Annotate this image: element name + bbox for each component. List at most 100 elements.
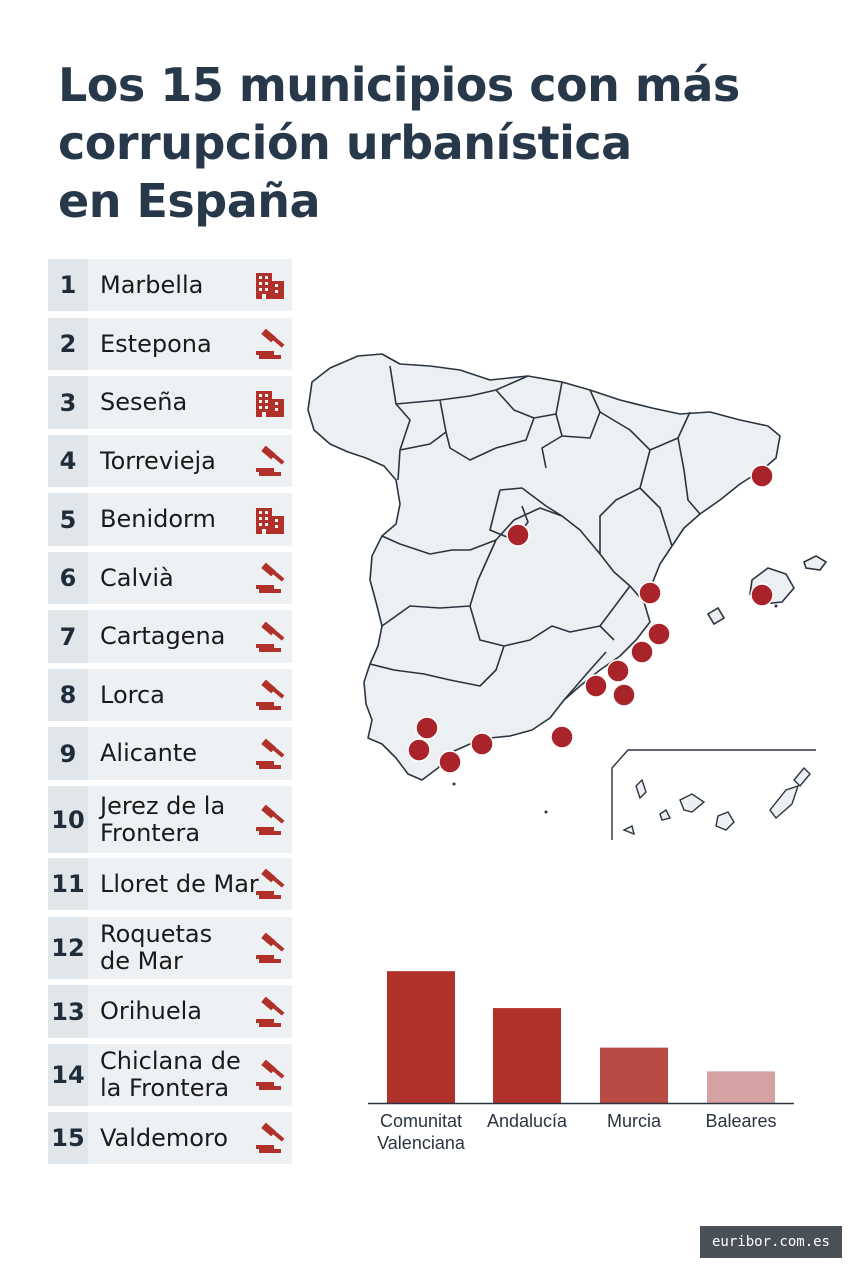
mainland-outline — [307, 353, 781, 781]
chart-canvas: Comunitat Valenciana Andalucía Murcia Balear… — [368, 971, 794, 1153]
ranking-row: 4 Torrevieja — [48, 435, 292, 487]
marker-jerez — [415, 716, 439, 740]
municipality-name: Benidorm — [100, 493, 262, 546]
ranking-row: 11 Lloret de Mar — [48, 858, 292, 910]
gavel-icon — [252, 994, 288, 1030]
gavel-icon — [252, 560, 288, 596]
gavel-icon — [252, 1057, 288, 1093]
canary-island-7 — [622, 824, 636, 836]
building-icon — [252, 385, 288, 421]
gavel-icon — [252, 619, 288, 655]
gavel-icon — [252, 930, 288, 966]
building-icon — [252, 267, 288, 303]
rank-number: 11 — [48, 858, 88, 910]
category-label: Comunitat Valenciana — [377, 1111, 466, 1153]
rank-number: 10 — [48, 786, 88, 853]
marker-calvia — [750, 583, 774, 607]
municipality-name-text: Lorca — [100, 680, 165, 709]
ranking-row: 14 Chiclana de la Frontera — [48, 1044, 292, 1106]
ranking-row: 1 Marbella — [48, 259, 292, 311]
title-line-1: Los 15 municipios con más — [58, 58, 740, 112]
municipality-name: Valdemoro — [100, 1112, 262, 1164]
marker-roquetas — [550, 725, 574, 749]
gavel-icon — [252, 736, 288, 772]
ranking-row: 15 Valdemoro — [48, 1112, 292, 1164]
gavel-icon — [252, 866, 288, 902]
rank-number: 5 — [48, 493, 88, 546]
canary-island-1 — [635, 778, 647, 800]
municipality-name: Seseña — [100, 376, 262, 429]
rank-number: 9 — [48, 727, 88, 780]
rank-number: 1 — [48, 259, 88, 311]
canary-island-6 — [793, 766, 811, 788]
ranking-row: 7 Cartagena — [48, 610, 292, 663]
rank-number: 15 — [48, 1112, 88, 1164]
municipality-name: Jerez de la Frontera — [100, 786, 262, 853]
region-borders — [369, 365, 701, 701]
title-line-3: en España — [58, 174, 321, 228]
ranking-row: 2 Estepona — [48, 318, 292, 370]
category-label: Andalucía — [487, 1111, 568, 1131]
municipality-name: Cartagena — [100, 610, 262, 663]
rank-number: 4 — [48, 435, 88, 487]
municipality-name: Calvià — [100, 552, 262, 604]
municipality-name-text: Cartagena — [100, 622, 226, 650]
municipality-name: Marbella — [100, 259, 262, 311]
canary-inset-frame — [611, 749, 816, 840]
marker-lloret — [750, 464, 774, 488]
building-icon — [252, 502, 288, 538]
rank-number: 6 — [48, 552, 88, 604]
ranking-row: 13 Orihuela — [48, 985, 292, 1038]
gavel-icon — [252, 443, 288, 479]
marker-torrevieja — [630, 640, 654, 664]
municipality-name-text: Chiclana de la Frontera — [100, 1047, 241, 1102]
municipality-name: Alicante — [100, 727, 262, 780]
rank-number: 8 — [48, 669, 88, 721]
municipality-name-text: Lloret de Mar — [100, 869, 259, 898]
ranking-row: 9 Alicante — [48, 727, 292, 780]
ranking-row: 12 Roquetas de Mar — [48, 917, 292, 979]
municipality-name-text: Valdemoro — [100, 1123, 229, 1152]
municipality-name: Lorca — [100, 669, 262, 721]
municipality-name-text: Alicante — [100, 739, 198, 767]
bar-2 — [600, 1047, 668, 1103]
rank-number: 3 — [48, 376, 88, 429]
canary-island-2 — [659, 808, 672, 821]
municipality-name: Estepona — [100, 318, 262, 370]
municipality-name-text: Torrevieja — [100, 446, 216, 475]
category-label: Murcia — [607, 1111, 662, 1131]
ranking-row: 3 Seseña — [48, 376, 292, 429]
gavel-icon — [252, 326, 288, 362]
gavel-icon — [252, 1120, 288, 1156]
municipality-name-text: Roquetas de Mar — [100, 920, 213, 975]
municipality-name-text: Estepona — [100, 329, 212, 358]
marker-chiclana — [407, 738, 431, 762]
municipality-name-text: Jerez de la Frontera — [100, 791, 226, 847]
municipality-name: Torrevieja — [100, 435, 262, 487]
islet-dot — [452, 782, 456, 786]
menorca-outline — [803, 555, 828, 571]
canary-island-3 — [679, 793, 706, 813]
rank-number: 13 — [48, 985, 88, 1038]
page-title: Los 15 municipios con más corrupción urb… — [58, 56, 818, 230]
source-badge: euribor.com.es — [700, 1226, 842, 1258]
rank-number: 12 — [48, 917, 88, 979]
marker-estepona — [470, 732, 494, 756]
marker-orihuela — [606, 659, 630, 683]
ranking-row: 6 Calvià — [48, 552, 292, 604]
ranking-row: 5 Benidorm — [48, 493, 292, 546]
canary-island-5 — [769, 784, 800, 820]
municipality-name: Roquetas de Mar — [100, 917, 262, 979]
canary-island-4 — [715, 811, 735, 831]
islet-dot — [544, 810, 548, 814]
bar-1 — [493, 1008, 561, 1103]
ibiza-outline — [706, 606, 726, 626]
marker-marbella — [438, 750, 462, 774]
municipality-name: Lloret de Mar — [100, 858, 262, 910]
bar-3 — [707, 1071, 775, 1103]
marker-lorca — [584, 674, 608, 698]
municipality-name-text: Seseña — [100, 388, 188, 416]
municipality-name-text: Benidorm — [100, 505, 216, 533]
municipality-name-text: Calvià — [100, 563, 174, 592]
region-bar-chart: Comunitat Valenciana Andalucía Murcia Balear… — [360, 940, 800, 1170]
